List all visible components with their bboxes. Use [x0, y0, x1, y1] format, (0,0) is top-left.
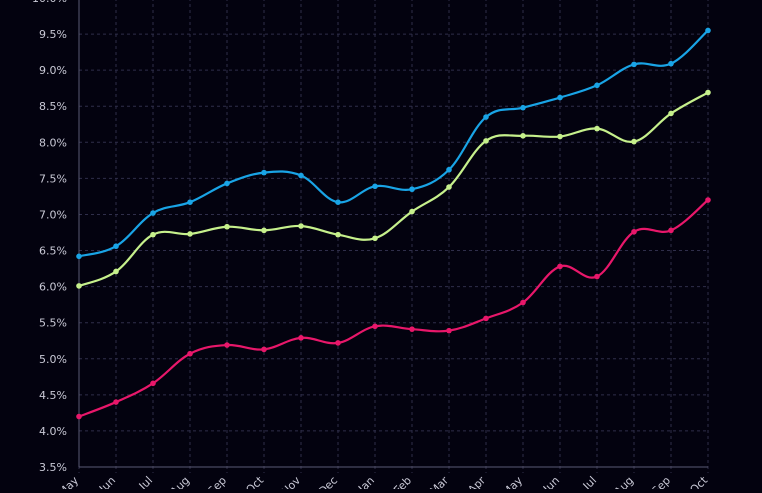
data-point[interactable]: [557, 133, 563, 140]
x-axis-ticks: May Jun Jul Aug Sep Oct Nov Dec Jan Feb Mar Apr May J…: [56, 473, 711, 493]
data-point[interactable]: [631, 138, 637, 145]
data-point[interactable]: [557, 94, 563, 101]
data-point[interactable]: [224, 180, 230, 187]
data-point[interactable]: [150, 231, 156, 238]
data-point[interactable]: [668, 227, 674, 234]
series-line: [77, 198, 710, 418]
data-point[interactable]: [483, 315, 489, 322]
series-group: [76, 27, 711, 420]
data-point[interactable]: [335, 340, 341, 346]
data-point[interactable]: [409, 208, 415, 215]
data-point[interactable]: [409, 186, 415, 193]
data-point[interactable]: [372, 183, 378, 190]
data-point[interactable]: [594, 82, 600, 89]
x-tick-label: Jul: [580, 474, 599, 489]
series-line: [77, 91, 710, 287]
y-tick-label: 6.0%: [39, 281, 67, 294]
x-tick-label: May: [500, 474, 526, 489]
data-point[interactable]: [446, 166, 452, 173]
data-point[interactable]: [187, 199, 193, 205]
y-tick-label: 3.5%: [39, 461, 67, 474]
data-point[interactable]: [446, 184, 452, 190]
data-point[interactable]: [113, 243, 119, 250]
x-tick-label: Apr: [465, 474, 488, 489]
data-point[interactable]: [261, 169, 267, 176]
y-tick-label: 6.5%: [39, 245, 67, 258]
data-point[interactable]: [76, 283, 82, 289]
data-point[interactable]: [668, 110, 674, 117]
data-point[interactable]: [446, 327, 452, 334]
data-point[interactable]: [594, 273, 600, 280]
y-tick-label: 10.0%: [32, 0, 67, 5]
data-point[interactable]: [483, 138, 489, 144]
y-tick-label: 7.5%: [39, 172, 67, 185]
data-point[interactable]: [705, 197, 711, 203]
data-point[interactable]: [261, 227, 267, 234]
y-tick-label: 5.5%: [39, 317, 67, 330]
data-point[interactable]: [631, 61, 637, 68]
series-2: [76, 197, 711, 420]
y-tick-label: 9.0%: [39, 64, 67, 77]
data-point[interactable]: [224, 342, 230, 348]
data-point[interactable]: [150, 380, 156, 387]
x-tick-label: Jun: [96, 474, 118, 489]
x-tick-label: Mar: [427, 474, 451, 489]
data-point[interactable]: [594, 125, 600, 132]
y-tick-label: 4.5%: [39, 389, 67, 402]
y-tick-label: 7.0%: [39, 208, 67, 221]
data-point[interactable]: [76, 413, 82, 420]
x-tick-label: Jun: [540, 474, 562, 489]
data-point[interactable]: [261, 346, 267, 353]
data-point[interactable]: [520, 133, 526, 139]
x-tick-label: Aug: [168, 474, 192, 489]
data-point[interactable]: [113, 268, 119, 275]
data-point[interactable]: [668, 60, 674, 67]
grid: [78, 0, 709, 473]
data-point[interactable]: [187, 350, 193, 357]
x-tick-label: Oct: [687, 473, 710, 489]
data-point[interactable]: [76, 253, 82, 260]
x-tick-label: Jan: [355, 474, 377, 489]
y-tick-label: 8.5%: [39, 100, 67, 113]
data-point[interactable]: [113, 399, 119, 405]
x-tick-label: Aug: [612, 474, 636, 489]
x-tick-label: Sep: [205, 474, 229, 489]
data-point[interactable]: [409, 326, 415, 332]
y-tick-label: 9.5%: [39, 28, 67, 41]
y-axis-ticks: 3.5% 4.0% 4.5% 5.0% 5.5% 6.0% 6.5% 7.0% 7.5% 8.0%…: [32, 0, 67, 474]
x-tick-label: Feb: [391, 474, 414, 489]
x-tick-label: Oct: [243, 473, 266, 489]
series-0: [76, 27, 711, 260]
y-tick-label: 4.0%: [39, 425, 67, 438]
y-tick-label: 5.0%: [39, 353, 67, 366]
x-tick-label: May: [56, 474, 82, 489]
data-point[interactable]: [187, 231, 193, 237]
data-point[interactable]: [150, 210, 156, 216]
data-point[interactable]: [520, 299, 526, 306]
x-tick-label: Sep: [649, 474, 673, 489]
x-tick-label: Dec: [316, 474, 340, 489]
series-1: [76, 89, 711, 289]
data-point[interactable]: [557, 263, 563, 270]
data-point[interactable]: [335, 231, 341, 238]
data-point[interactable]: [372, 323, 378, 330]
data-point[interactable]: [705, 27, 711, 34]
series-line: [77, 29, 710, 258]
y-tick-label: 8.0%: [39, 136, 67, 149]
x-tick-label: Jul: [136, 474, 155, 489]
data-point[interactable]: [631, 228, 637, 235]
data-point[interactable]: [224, 223, 230, 230]
data-point[interactable]: [372, 235, 378, 242]
data-point[interactable]: [705, 89, 711, 96]
data-point[interactable]: [298, 335, 304, 341]
data-point[interactable]: [483, 114, 489, 120]
data-point[interactable]: [335, 199, 341, 205]
data-point[interactable]: [520, 104, 526, 111]
data-point[interactable]: [298, 172, 304, 179]
data-point[interactable]: [298, 223, 304, 229]
x-tick-label: Nov: [279, 474, 304, 489]
